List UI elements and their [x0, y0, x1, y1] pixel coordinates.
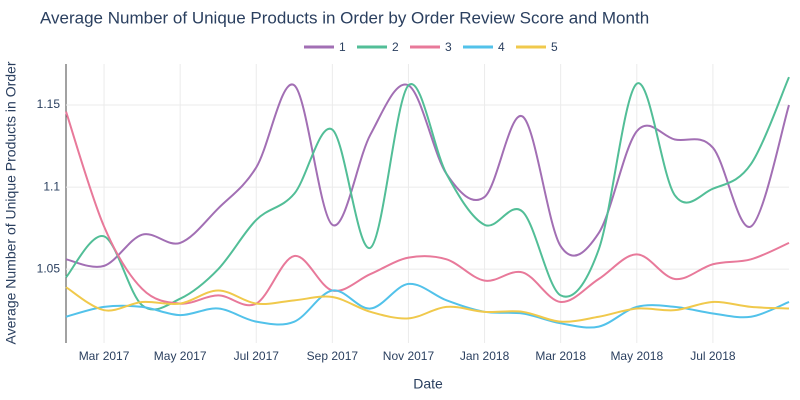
x-axis-title: Date	[413, 376, 443, 392]
series-line	[65, 286, 790, 323]
y-tick-label: 1.1	[43, 179, 60, 193]
legend-label: 1	[339, 40, 346, 54]
x-tick-label: Mar 2018	[535, 349, 586, 363]
y-tick-label: 1.15	[37, 97, 61, 111]
legend-label: 3	[445, 40, 452, 54]
x-tick-label: Jul 2018	[690, 349, 736, 363]
series-line	[65, 83, 790, 268]
series-line	[65, 76, 790, 311]
x-tick-label: Mar 2017	[79, 349, 130, 363]
y-tick-label: 1.05	[37, 261, 61, 275]
legend-label: 5	[551, 40, 558, 54]
x-tick-label: Sep 2017	[307, 349, 359, 363]
y-axis-title: Average Number of Unique Products in Ord…	[3, 61, 19, 344]
x-tick-label: Jul 2017	[234, 349, 280, 363]
legend-label: 2	[392, 40, 399, 54]
chart-title: Average Number of Unique Products in Ord…	[40, 8, 649, 27]
series-line	[65, 282, 790, 329]
x-tick-label: Jan 2018	[460, 349, 510, 363]
x-tick-label: May 2018	[610, 349, 663, 363]
legend-label: 4	[498, 40, 505, 54]
x-tick-label: May 2017	[154, 349, 207, 363]
x-tick-label: Nov 2017	[383, 349, 435, 363]
